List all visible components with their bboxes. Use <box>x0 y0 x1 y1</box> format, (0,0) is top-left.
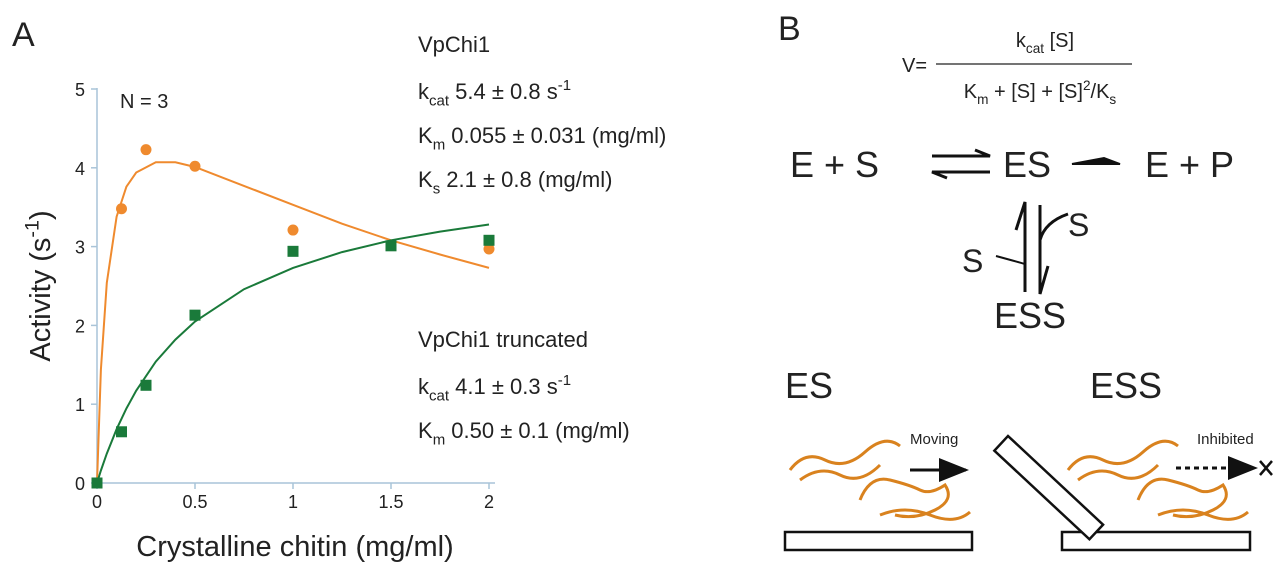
panel-label: A <box>12 16 35 54</box>
text-part: K <box>418 167 433 192</box>
y-tick-label: 1 <box>75 395 85 415</box>
chitin-surface <box>783 530 974 552</box>
text-part: 5.4 ± 0.8 s <box>449 79 558 104</box>
text-part: Activity (s <box>25 238 57 362</box>
text-part: 4.1 ± 0.3 s <box>449 374 558 399</box>
y-tick-label: 4 <box>75 159 85 179</box>
species: ESS <box>994 295 1066 336</box>
data-point <box>483 243 495 255</box>
text-part: 0.50 ± 0.1 (mg/ml) <box>445 418 629 443</box>
equilibrium-arrow <box>931 148 991 180</box>
fit-curve <box>96 223 490 484</box>
reaction-arrow <box>1071 156 1121 165</box>
text-part: 2.1 ± 0.8 (mg/ml) <box>440 167 612 192</box>
x-tick-label: 0 <box>92 492 102 512</box>
state-title: ESS <box>1090 365 1162 406</box>
x-tick-label: 1.5 <box>378 492 403 512</box>
annotation: N = 3 <box>120 91 168 113</box>
text-part: K <box>418 418 433 443</box>
state-caption: Moving <box>910 431 958 448</box>
data-point <box>189 160 201 172</box>
text-script: -1 <box>558 77 571 94</box>
text-script: s <box>1109 92 1116 107</box>
text-part: [S] <box>1044 30 1074 52</box>
text-script: s <box>433 181 441 198</box>
data-point <box>116 426 127 438</box>
equation-denominator: Km + [S] + [S]2/Ks <box>964 78 1117 107</box>
species: S <box>1068 207 1089 243</box>
equation-lhs: V= <box>902 55 927 77</box>
data-point <box>483 234 495 246</box>
text-script: cat <box>429 388 450 405</box>
text-part: 0.055 ± 0.031 (mg/ml) <box>445 123 666 148</box>
data-point <box>140 144 152 156</box>
y-axis-title: Activity (s-1) <box>21 210 57 361</box>
series-label: VpChi1 <box>418 32 490 57</box>
x-axis-title: Crystalline chitin (mg/ml) <box>136 531 453 563</box>
block-mark <box>1259 460 1273 476</box>
text-part: K <box>418 123 433 148</box>
y-tick-label: 5 <box>75 80 85 100</box>
parameter: kcat 4.1 ± 0.3 s-1 <box>418 372 571 404</box>
state-title: ES <box>785 365 833 406</box>
y-tick-label: 2 <box>75 316 85 336</box>
text-script: m <box>977 92 988 107</box>
text-part: K <box>964 81 978 103</box>
data-point <box>116 203 127 215</box>
scheme: V= kcat [S] Km + [S] + [S]2/Ks E + S ES … <box>783 30 1273 552</box>
species: ES <box>1003 144 1051 185</box>
text-script: cat <box>429 93 450 110</box>
fit-curve <box>96 161 490 484</box>
x-tick-label: 2 <box>484 492 494 512</box>
state-caption: Inhibited <box>1197 431 1254 448</box>
equilibrium-arrow <box>1014 201 1069 295</box>
text-part: k <box>418 79 430 104</box>
text-script: cat <box>1026 41 1044 56</box>
text-part: k <box>418 374 430 399</box>
text-script: m <box>433 432 446 449</box>
species: E + S <box>790 144 879 185</box>
x-tick-label: 1 <box>288 492 298 512</box>
data-point <box>140 379 152 391</box>
text-part: /K <box>1091 81 1111 103</box>
species: S <box>962 243 983 279</box>
protein <box>788 439 1249 521</box>
data-point <box>189 309 201 321</box>
panel-label: B <box>778 10 801 48</box>
release-arrow <box>995 255 1026 265</box>
data-point <box>91 477 103 489</box>
equation-numerator: kcat [S] <box>1016 30 1074 56</box>
text-part: ) <box>25 210 57 220</box>
text-part: + [S] + [S] <box>988 81 1083 103</box>
data-point <box>385 240 397 252</box>
y-tick-label: 0 <box>75 474 85 494</box>
y-tick-label: 3 <box>75 238 85 258</box>
text-script: -1 <box>21 220 43 238</box>
parameter: Ks 2.1 ± 0.8 (mg/ml) <box>418 167 612 198</box>
text-part: k <box>1016 30 1027 52</box>
text-script: 2 <box>1083 78 1091 93</box>
text-script: -1 <box>558 372 571 389</box>
series-label: VpChi1 truncated <box>418 327 588 352</box>
chitin-chain <box>992 434 1105 542</box>
data-point <box>287 224 299 236</box>
x-tick-label: 0.5 <box>182 492 207 512</box>
data-point <box>287 245 299 257</box>
parameter: Km 0.50 ± 0.1 (mg/ml) <box>418 418 630 449</box>
species: E + P <box>1145 144 1234 185</box>
text-script: m <box>433 137 446 154</box>
chitin-surface <box>1060 530 1252 552</box>
parameter: Km 0.055 ± 0.031 (mg/ml) <box>418 123 666 154</box>
parameter: kcat 5.4 ± 0.8 s-1 <box>418 77 571 109</box>
